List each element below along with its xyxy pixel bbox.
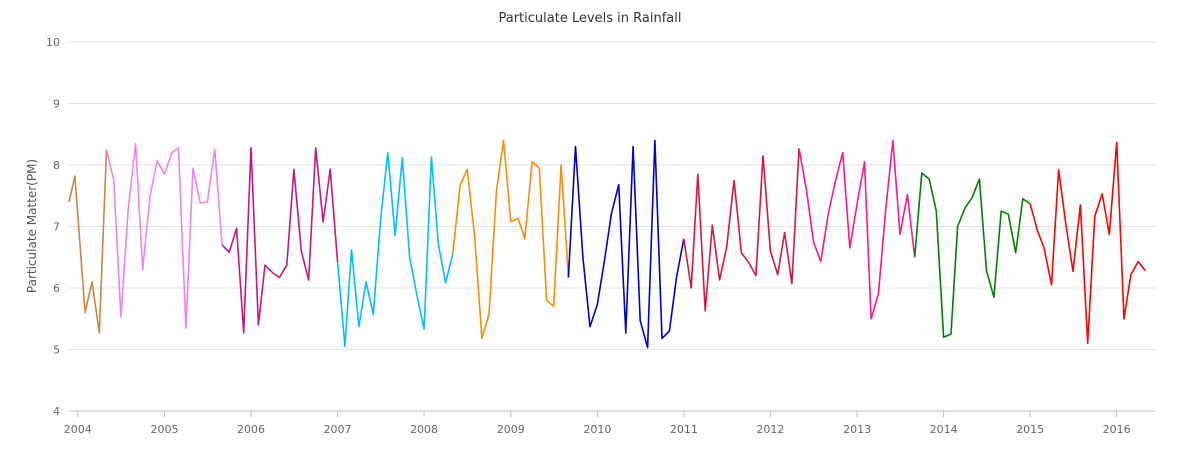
- series-line-4: [336, 151, 454, 348]
- x-tick-label: 2008: [410, 423, 438, 436]
- y-tick-label: 6: [53, 282, 60, 295]
- series-line-6: [567, 139, 685, 349]
- x-axis: 2004 2005 2006 2007 2008 2009 2010 2011 2012 2013…: [64, 411, 1131, 436]
- y-tick-label: 10: [46, 36, 60, 49]
- x-tick-label: 2004: [64, 423, 92, 436]
- x-tick-label: 2015: [1016, 423, 1044, 436]
- series-line-9: [913, 172, 1031, 339]
- x-tick-label: 2007: [324, 423, 352, 436]
- y-tick-label: 5: [53, 344, 60, 357]
- series-line-2: [105, 142, 223, 329]
- y-tick-label: 4: [53, 405, 60, 418]
- x-tick-label: 2012: [756, 423, 784, 436]
- grid: [69, 41, 1156, 350]
- series-line-5: [451, 139, 570, 340]
- y-axis-title: Particulate Matter(PM): [25, 159, 39, 293]
- x-tick-label: 2005: [151, 423, 179, 436]
- series-line-7: [683, 148, 800, 312]
- chart-title: Particulate Levels in Rainfall: [498, 11, 681, 26]
- y-tick-label: 9: [53, 98, 60, 111]
- y-tick-label: 8: [53, 159, 60, 172]
- x-tick-label: 2009: [497, 423, 525, 436]
- series-line-10: [1029, 141, 1146, 345]
- series-line-8: [798, 139, 916, 320]
- x-tick-label: 2013: [843, 423, 871, 436]
- x-tick-label: 2016: [1103, 423, 1131, 436]
- y-axis: 4 5 6 7 8 9 10: [46, 36, 60, 418]
- x-tick-label: 2011: [670, 423, 698, 436]
- y-tick-label: 7: [53, 221, 60, 234]
- series-line-1: [68, 149, 108, 334]
- series-group: [68, 139, 1146, 349]
- x-tick-label: 2014: [930, 423, 958, 436]
- series-line-3: [221, 147, 339, 334]
- x-tick-label: 2006: [237, 423, 265, 436]
- x-tick-label: 2010: [583, 423, 611, 436]
